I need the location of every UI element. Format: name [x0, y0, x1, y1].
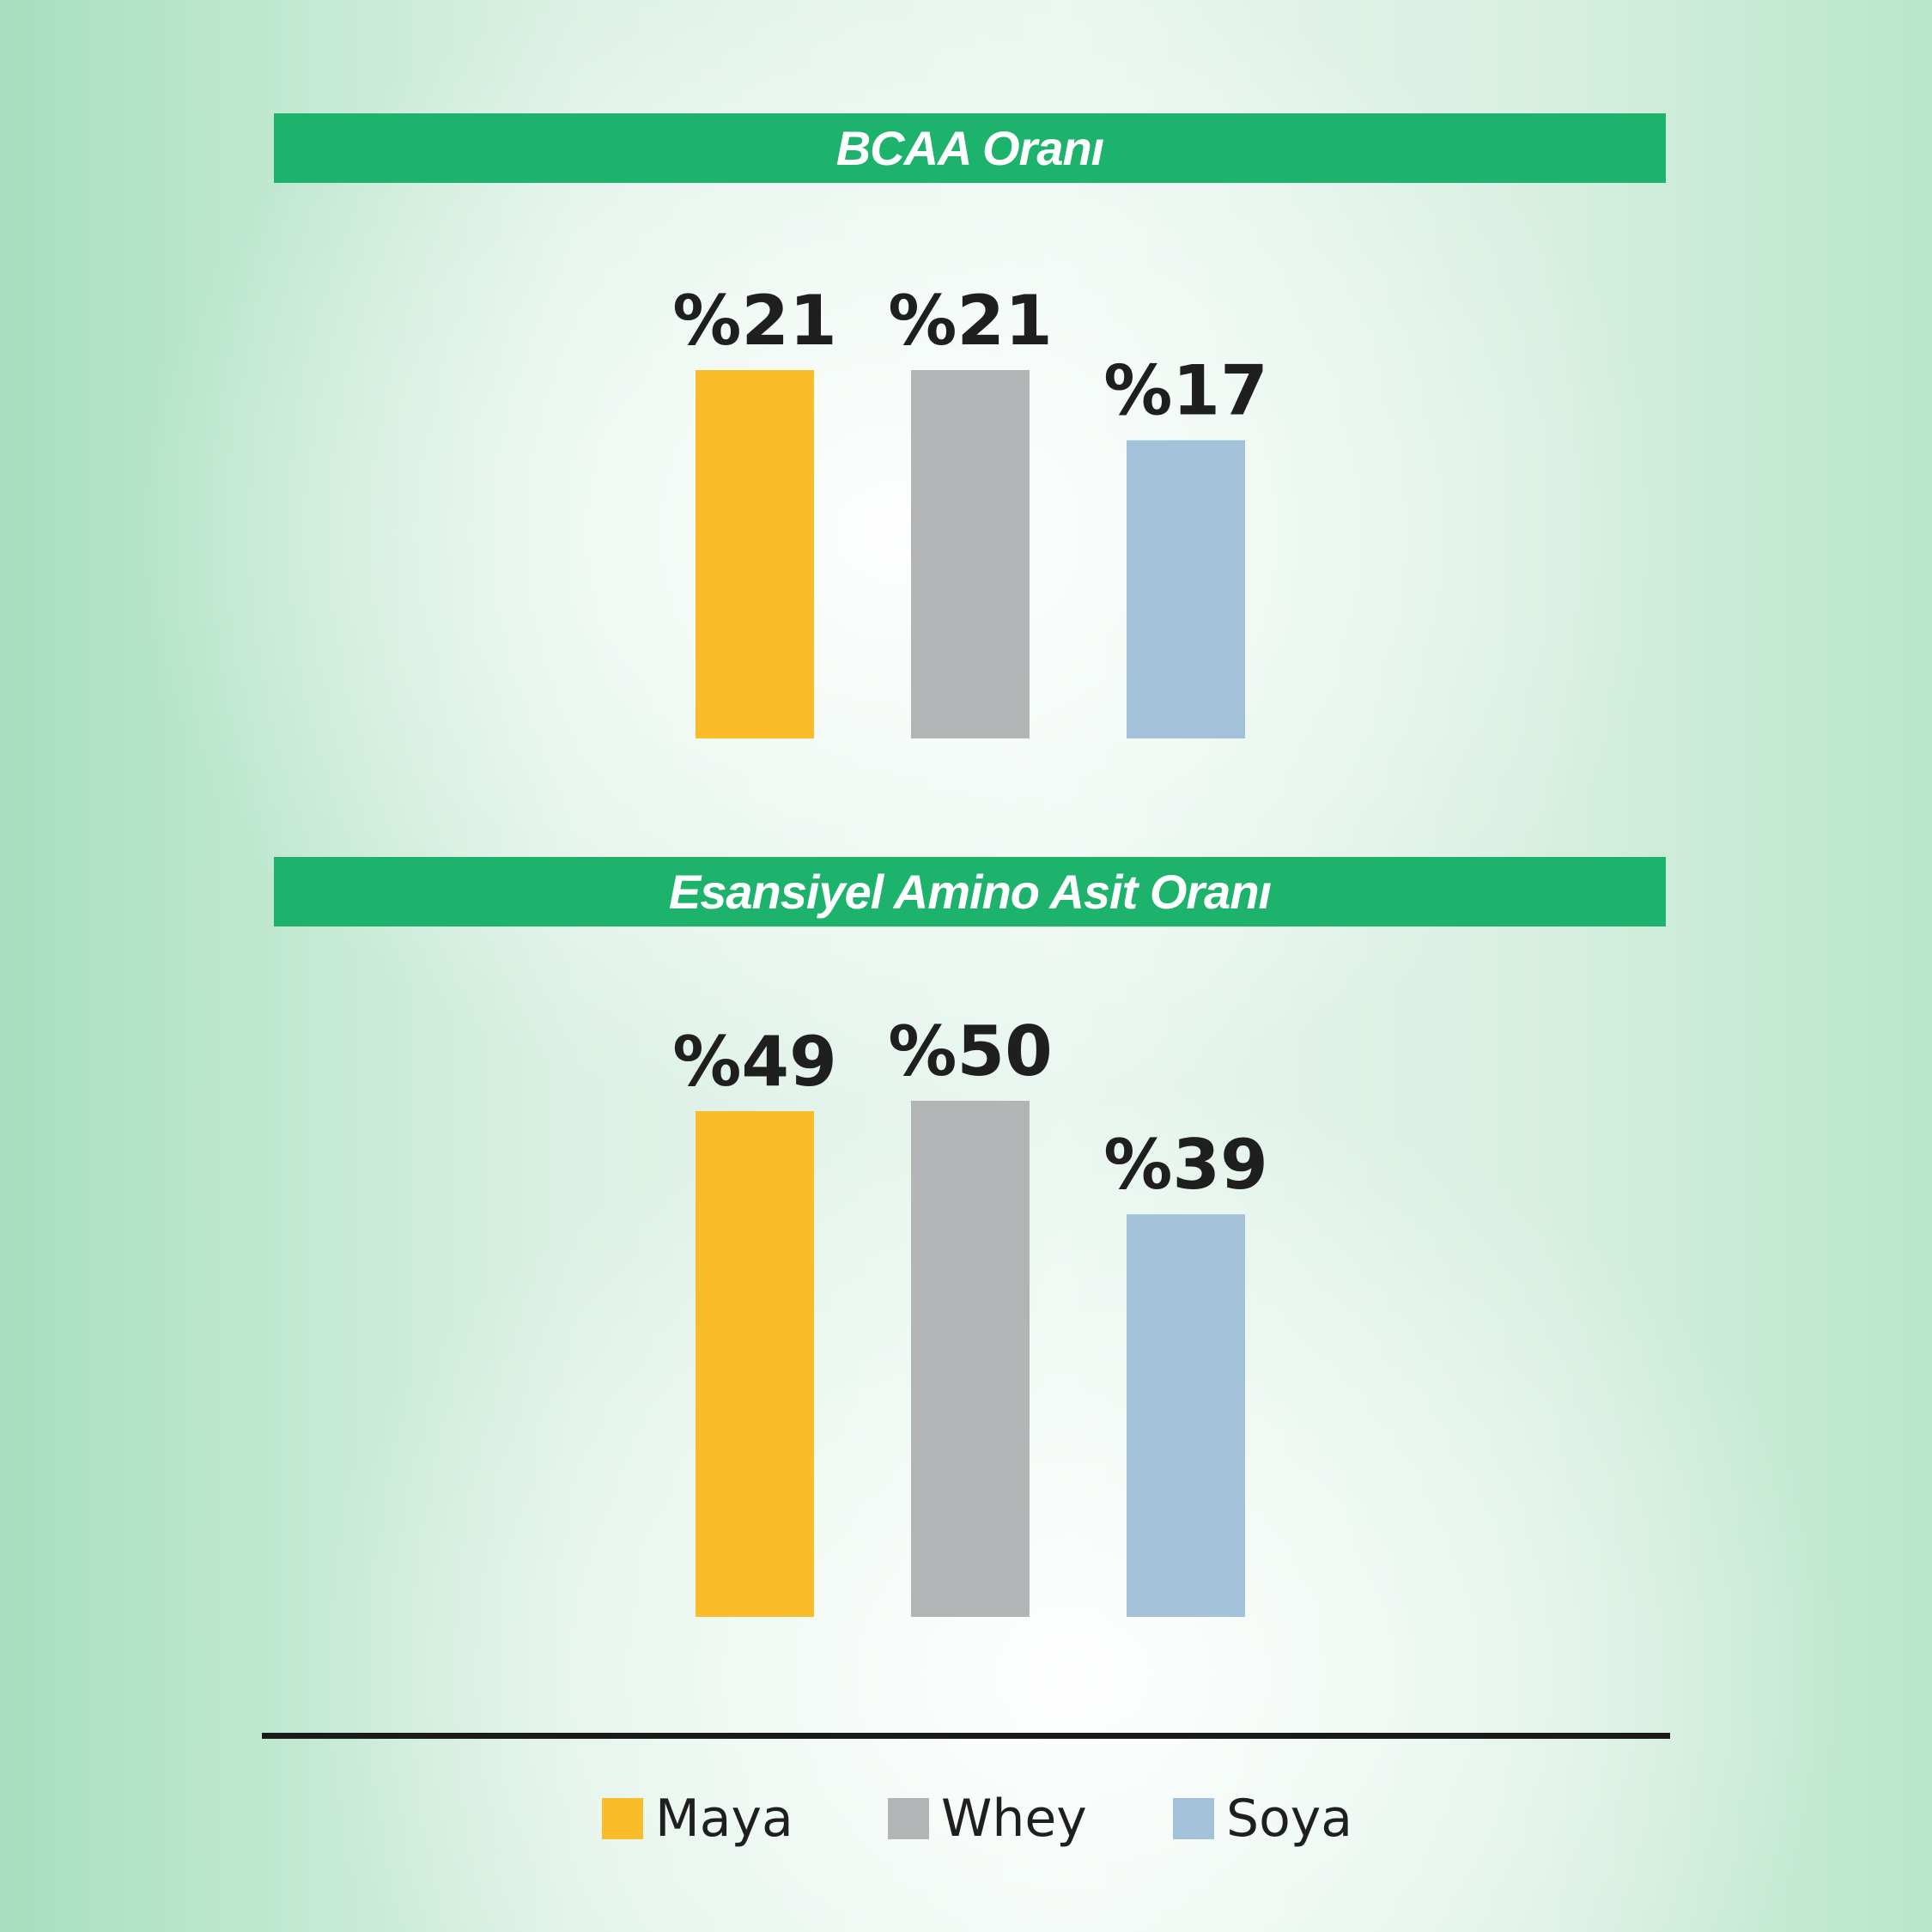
legend-label-whey: Whey	[941, 1789, 1087, 1849]
legend-item-soya: Soya	[1173, 1789, 1352, 1849]
legend-swatch-whey	[888, 1798, 929, 1839]
eaa-chart-title: Esansiyel Amino Asit Oranı	[668, 865, 1272, 919]
legend-item-maya: Maya	[602, 1789, 793, 1849]
bar-whey-1	[911, 370, 1030, 738]
legend-swatch-soya	[1173, 1798, 1214, 1839]
data-label-maya-2: %49	[672, 1022, 836, 1102]
legend: Maya Whey Soya	[0, 1789, 1932, 1849]
eaa-chart-header: Esansiyel Amino Asit Oranı	[274, 857, 1666, 927]
bar-soya-2	[1127, 1214, 1245, 1617]
data-label-maya-1: %21	[672, 281, 836, 361]
bar-maya-1	[696, 370, 814, 738]
legend-swatch-maya	[602, 1798, 643, 1839]
data-label-whey-2: %50	[888, 1012, 1052, 1091]
legend-label-soya: Soya	[1226, 1789, 1353, 1849]
data-label-soya-2: %39	[1103, 1125, 1267, 1205]
legend-divider	[262, 1733, 1670, 1739]
legend-label-maya: Maya	[655, 1789, 793, 1849]
bcaa-chart-header: BCAA Oranı	[274, 113, 1666, 183]
data-label-whey-1: %21	[888, 281, 1052, 361]
bar-soya-1	[1127, 440, 1245, 738]
data-label-soya-1: %17	[1103, 351, 1267, 431]
bcaa-chart-title: BCAA Oranı	[835, 121, 1105, 175]
bar-maya-2	[696, 1111, 814, 1617]
legend-item-whey: Whey	[888, 1789, 1087, 1849]
bar-whey-2	[911, 1101, 1030, 1617]
